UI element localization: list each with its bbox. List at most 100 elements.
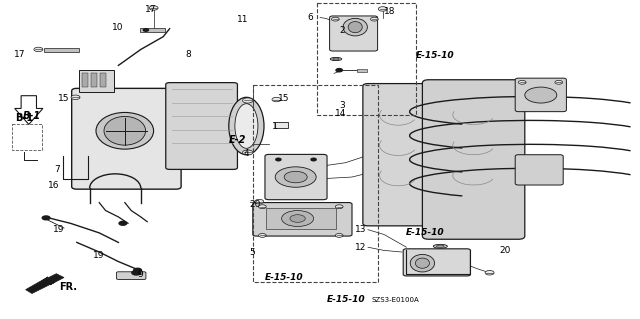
Text: 17: 17 (145, 5, 156, 14)
Circle shape (284, 171, 307, 183)
Circle shape (259, 205, 266, 209)
Text: 9: 9 (138, 270, 143, 279)
Text: 18: 18 (384, 7, 396, 16)
Text: 15: 15 (278, 94, 290, 103)
Text: 19: 19 (52, 225, 64, 234)
Bar (91, 73, 97, 87)
Circle shape (132, 271, 141, 275)
Text: SZS3-E0100A: SZS3-E0100A (371, 297, 419, 303)
Text: 6: 6 (308, 13, 314, 22)
Text: 12: 12 (355, 243, 366, 252)
Circle shape (134, 268, 141, 272)
Bar (275, 122, 288, 128)
Bar (357, 69, 367, 72)
FancyBboxPatch shape (72, 88, 181, 189)
Circle shape (243, 150, 253, 155)
Text: B-1: B-1 (22, 111, 40, 122)
Text: 2: 2 (339, 26, 345, 35)
Text: 20: 20 (250, 200, 261, 209)
Circle shape (243, 98, 253, 103)
Circle shape (525, 87, 557, 103)
Text: 16: 16 (48, 181, 60, 189)
Circle shape (555, 80, 563, 84)
Text: E-15-10: E-15-10 (406, 228, 444, 237)
Ellipse shape (415, 258, 429, 268)
Text: 7: 7 (54, 165, 60, 174)
Ellipse shape (343, 18, 367, 36)
Text: 13: 13 (355, 225, 366, 234)
Bar (253, 85, 378, 282)
FancyBboxPatch shape (330, 16, 378, 51)
Bar (317, 3, 416, 115)
Ellipse shape (436, 245, 444, 248)
Circle shape (290, 215, 305, 222)
Ellipse shape (330, 57, 342, 61)
Bar (82, 73, 88, 87)
Circle shape (255, 199, 264, 204)
Bar (100, 73, 106, 87)
Text: 3: 3 (339, 101, 345, 110)
Polygon shape (26, 274, 64, 293)
Circle shape (311, 158, 316, 161)
Text: B-1: B-1 (15, 113, 33, 123)
Circle shape (282, 211, 314, 226)
Circle shape (335, 205, 343, 209)
Ellipse shape (333, 58, 339, 60)
Text: E-2: E-2 (229, 135, 246, 145)
Text: 20: 20 (499, 246, 511, 255)
Circle shape (272, 97, 281, 102)
Circle shape (485, 271, 494, 275)
Text: 4: 4 (243, 149, 249, 158)
FancyBboxPatch shape (422, 80, 525, 239)
Ellipse shape (410, 255, 435, 272)
Circle shape (119, 221, 127, 225)
Ellipse shape (433, 244, 447, 248)
Text: E-15-10: E-15-10 (416, 51, 454, 60)
Circle shape (378, 7, 387, 11)
Text: E-15-10: E-15-10 (265, 273, 303, 282)
Text: 1: 1 (272, 122, 278, 130)
Circle shape (34, 47, 43, 52)
Text: 17: 17 (14, 50, 26, 59)
FancyBboxPatch shape (515, 155, 563, 185)
Ellipse shape (96, 113, 154, 149)
Circle shape (143, 29, 148, 31)
FancyBboxPatch shape (116, 272, 146, 279)
Text: 10: 10 (112, 23, 124, 32)
Circle shape (275, 167, 316, 187)
Polygon shape (15, 96, 43, 124)
Circle shape (518, 80, 526, 84)
Circle shape (42, 216, 50, 220)
Text: FR.: FR. (60, 282, 77, 292)
FancyBboxPatch shape (166, 83, 237, 169)
Circle shape (259, 234, 266, 237)
Bar (44, 48, 79, 52)
Text: 8: 8 (186, 50, 191, 59)
Ellipse shape (348, 22, 362, 33)
FancyBboxPatch shape (363, 84, 434, 226)
Bar (140, 28, 165, 32)
FancyBboxPatch shape (403, 249, 470, 276)
Text: 19: 19 (93, 251, 104, 260)
Text: 11: 11 (237, 15, 248, 24)
Ellipse shape (235, 104, 258, 148)
Bar (79, 70, 114, 92)
Ellipse shape (229, 97, 264, 155)
Circle shape (335, 234, 343, 237)
FancyBboxPatch shape (265, 154, 327, 200)
Circle shape (332, 17, 339, 21)
Circle shape (371, 17, 378, 21)
Circle shape (276, 158, 281, 161)
Bar (12, 124, 42, 150)
Bar (266, 208, 336, 229)
Circle shape (149, 6, 158, 10)
Text: E-15-10: E-15-10 (326, 295, 365, 304)
Text: 15: 15 (58, 94, 69, 103)
Text: 14: 14 (335, 109, 347, 118)
Circle shape (71, 95, 80, 100)
FancyBboxPatch shape (253, 203, 352, 236)
Circle shape (336, 69, 342, 72)
Ellipse shape (104, 116, 146, 145)
FancyBboxPatch shape (515, 78, 566, 112)
Text: 5: 5 (250, 248, 255, 256)
